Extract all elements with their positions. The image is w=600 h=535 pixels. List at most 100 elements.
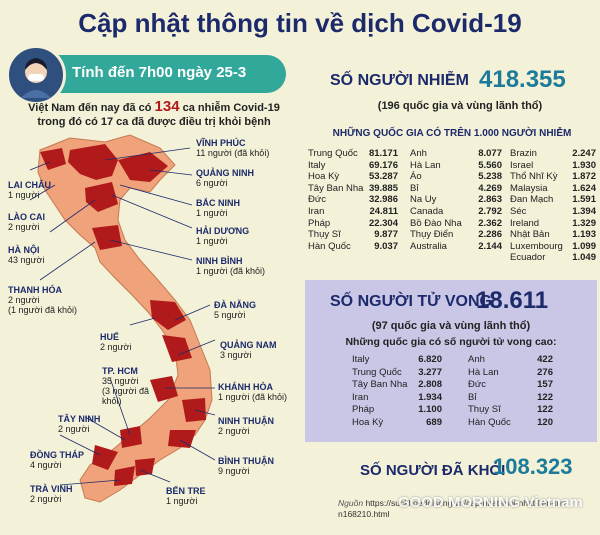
intro-text-a: Việt Nam đến nay đã có (28, 102, 152, 114)
country-name: Hàn Quốc (308, 240, 351, 252)
province-label: TÂY NINH 2 người (58, 414, 101, 434)
country-row: Pháp 1.100 (352, 404, 442, 417)
country-value: 1.872 (572, 171, 596, 183)
country-row: Hàn Quốc 120 (468, 417, 553, 430)
province-label: NINH THUẬN 2 người (218, 416, 274, 436)
vietnam-summary: Việt Nam đến nay đã có 134 ca nhiễm Covi… (8, 98, 300, 129)
country-name: Đan Mạch (510, 194, 554, 206)
country-row: Tây Ban Nha 39.885 (308, 183, 398, 195)
country-value: 24.811 (369, 205, 398, 217)
country-value: 157 (537, 379, 553, 391)
country-name: Hàn Quốc (468, 416, 511, 428)
country-name: Pháp (352, 404, 375, 416)
country-row: Bỉ 122 (468, 392, 553, 405)
source-label: Nguồn (338, 498, 364, 508)
country-name: Bỉ (468, 391, 477, 403)
country-name: Đức (308, 194, 326, 206)
country-row: Nhật Bản 1.193 (510, 229, 596, 241)
country-row: Israel 1.930 (510, 160, 596, 172)
country-value: 9.037 (374, 240, 398, 252)
country-name: Italy (352, 354, 370, 365)
country-row: Trung Quốc 81.171 (308, 148, 398, 160)
country-value: 39.885 (368, 182, 398, 194)
deaths-panel (305, 280, 597, 442)
country-value: 2.144 (478, 240, 502, 252)
country-name: Hoa Kỳ (308, 171, 340, 183)
country-row: Thụy Sĩ 122 (468, 404, 553, 417)
country-name: Bỉ (410, 182, 419, 194)
infected-subtitle: (196 quốc gia và vùng lãnh thổ) (377, 100, 543, 112)
deaths-column-1: Italy 6.820 Trung Quốc 3.277 Tây Ban Nha 2.80… (352, 354, 442, 430)
country-row: Hoa Kỳ 53.287 (308, 171, 398, 183)
country-name: Canada (410, 205, 444, 217)
country-name: Thổ Nhĩ Kỳ (510, 171, 558, 183)
intro-text-b: ca nhiễm Covid-19 (182, 102, 280, 114)
country-value: 1.099 (572, 240, 596, 252)
country-row: Italy 6.820 (352, 354, 442, 367)
country-value: 22.304 (368, 217, 398, 229)
country-name: Ecuador (510, 252, 546, 264)
country-value: 1.930 (572, 159, 596, 171)
province-label: HÀ NỘI 43 người (8, 245, 45, 265)
country-name: Thụy Điển (410, 229, 454, 241)
province-label: THANH HÓA 2 người (1 người đã khỏi) (8, 285, 77, 315)
country-name: Hà Lan (410, 159, 441, 171)
country-row: Đức 32.986 (308, 194, 398, 206)
vietnam-case-count: 134 (154, 98, 180, 115)
country-row: Canada 2.792 (410, 206, 502, 218)
country-row: Hà Lan 276 (468, 367, 553, 380)
country-value: 81.171 (368, 148, 398, 159)
country-value: 276 (537, 366, 553, 378)
country-value: 122 (537, 391, 553, 403)
province-label: BÌNH THUẬN 9 người (218, 456, 274, 476)
country-value: 689 (426, 416, 442, 428)
province-label: BẮC NINH 1 người (196, 198, 240, 218)
country-name: Áo (410, 171, 422, 183)
country-name: Hoa Kỳ (352, 416, 384, 428)
country-value: 2.792 (478, 205, 502, 217)
country-row: Malaysia 1.624 (510, 183, 596, 195)
country-row: Thổ Nhĩ Kỳ 1.872 (510, 171, 596, 183)
infected-number: 418.355 (479, 66, 566, 93)
vietnam-map-shape (29, 134, 216, 503)
watermark-logo: GOOD MORNING Vietnam (398, 494, 583, 511)
province-label: HUẾ 2 người (100, 332, 132, 352)
country-row: Bỉ 4.269 (410, 183, 502, 195)
country-value: 1.100 (418, 404, 442, 416)
province-label: LAI CHÂU 1 người (8, 180, 51, 200)
country-row: Ecuador 1.049 (510, 252, 596, 264)
vietnam-map (0, 130, 300, 530)
country-value: 122 (537, 404, 553, 416)
masked-person-icon (6, 45, 66, 105)
country-row: Anh 422 (468, 354, 553, 367)
country-row: Áo 5.238 (410, 171, 502, 183)
country-row: Italy 69.176 (308, 160, 398, 172)
country-row: Hà Lan 5.560 (410, 160, 502, 172)
country-value: 1.329 (572, 217, 596, 229)
province-label: QUẢNG NAM 3 người (220, 340, 277, 360)
country-value: 1.624 (572, 182, 596, 194)
deaths-number: 18.611 (476, 287, 549, 314)
country-name: Trung Quốc (308, 148, 358, 159)
country-value: 1.934 (418, 391, 442, 403)
source-url[interactable]: https://suckhoedoisong.vn/cap-nhat-moi-n… (338, 498, 569, 519)
country-value: 1.591 (572, 194, 596, 206)
country-row: Na Uy 2.863 (410, 194, 502, 206)
date-label: Tính đến 7h00 ngày 25-3 (72, 64, 247, 81)
country-name: Israel (510, 159, 534, 171)
deaths-column-2: Anh 422 Hà Lan 276 Đức 157 Bỉ 122 Thụy Sĩ 122 Hàn … (468, 354, 553, 430)
country-row: Tây Ban Nha 2.808 (352, 379, 442, 392)
country-row: Đức 157 (468, 379, 553, 392)
province-label: HẢI DƯƠNG 1 người (196, 226, 250, 246)
country-row: Hàn Quốc 9.037 (308, 241, 398, 253)
province-label: TRÀ VINH 2 người (30, 484, 73, 504)
country-value: 2.863 (478, 194, 502, 206)
country-row: Pháp 22.304 (308, 218, 398, 230)
country-name: Brazin (510, 148, 537, 159)
infected-column-1: Trung Quốc 81.171 Italy 69.176 Hoa Kỳ 53.287 T… (308, 148, 398, 252)
province-label: LÀO CAI 2 người (8, 212, 45, 232)
country-name: Bồ Đào Nha (410, 217, 462, 229)
country-name: Thụy Sĩ (468, 404, 501, 416)
page-title: Cập nhật thông tin về dịch Covid-19 (78, 8, 522, 38)
country-value: 2.808 (418, 379, 442, 391)
